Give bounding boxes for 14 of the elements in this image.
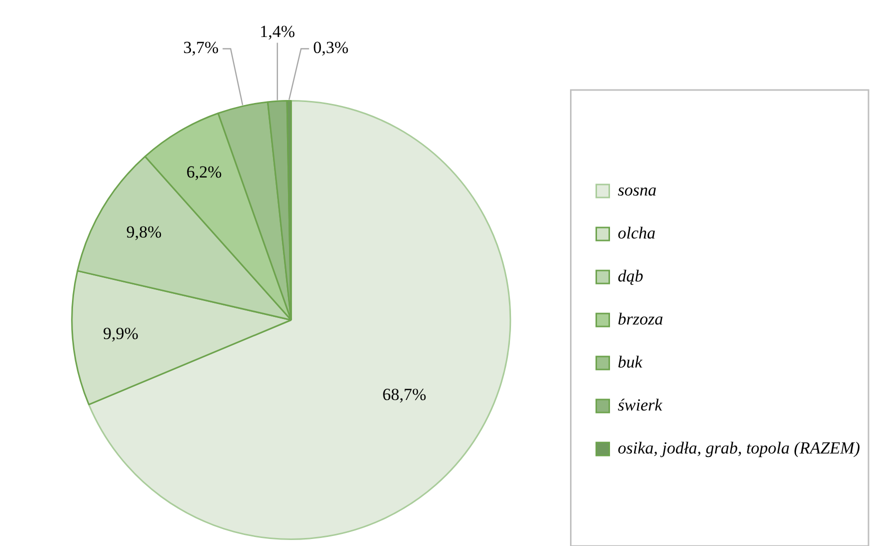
data-label: 68,7% bbox=[382, 384, 426, 404]
legend-label: świerk bbox=[618, 395, 663, 414]
legend-label: dąb bbox=[618, 266, 644, 286]
legend-label: buk bbox=[618, 352, 643, 372]
legend-label: olcha bbox=[618, 223, 656, 242]
legend-label: osika, jodła, grab, topola (RAZEM) bbox=[618, 438, 860, 458]
data-label: 6,2% bbox=[186, 162, 222, 182]
data-label: 9,9% bbox=[103, 324, 138, 343]
data-label: 3,7% bbox=[183, 38, 219, 58]
data-label: 9,8% bbox=[126, 222, 162, 242]
data-label: 0,3% bbox=[313, 38, 348, 58]
legend-label: sosna bbox=[618, 180, 656, 200]
data-label: 1,4% bbox=[260, 22, 296, 42]
legend-label: brzoza bbox=[618, 309, 664, 328]
